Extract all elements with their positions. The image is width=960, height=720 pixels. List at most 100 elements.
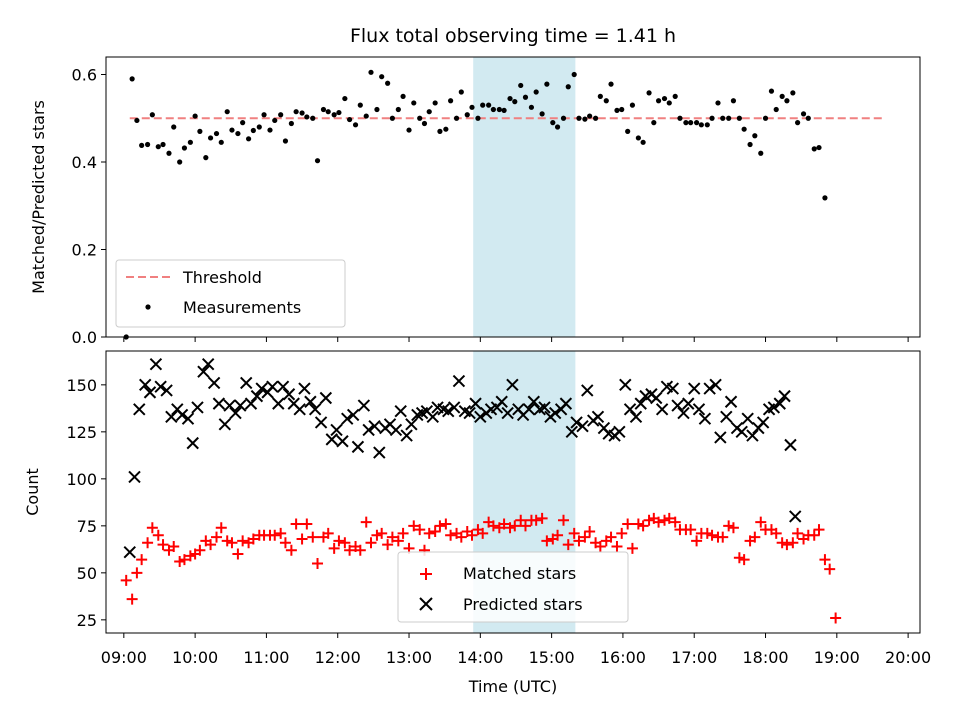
- matched-point: [354, 544, 366, 556]
- matched-point: [307, 531, 319, 543]
- matched-point: [376, 527, 388, 539]
- measurement-point: [432, 100, 438, 106]
- x-tick-label: 17:00: [671, 648, 717, 667]
- predicted-point: [634, 397, 647, 410]
- predicted-point: [698, 412, 712, 425]
- predicted-point: [613, 425, 626, 439]
- top-panel: 0.0 0.2 0.4 0.6 Matched/Predicted stars Thr…: [29, 56, 921, 347]
- matched-point: [643, 514, 655, 526]
- measurement-point: [603, 98, 609, 104]
- measurement-point: [758, 150, 764, 156]
- matched-point: [584, 525, 596, 537]
- measurement-point: [325, 109, 331, 115]
- bottom-y-tick-label: 75: [77, 517, 97, 536]
- predicted-point: [223, 399, 236, 412]
- x-tick-label: 20:00: [885, 648, 931, 667]
- matched-point: [717, 531, 729, 543]
- measurement-point: [730, 98, 737, 104]
- measurement-point: [698, 122, 704, 128]
- legend-measurements-label: Measurements: [183, 298, 301, 317]
- matched-point: [312, 557, 324, 569]
- predicted-point: [559, 397, 573, 410]
- measurement-point: [299, 110, 305, 116]
- predicted-point: [154, 380, 167, 393]
- matched-point: [701, 527, 713, 539]
- measurement-point: [129, 76, 135, 82]
- measurement-point: [288, 120, 294, 127]
- measurement-point: [400, 93, 406, 99]
- measurement-point: [666, 100, 672, 106]
- matched-point: [558, 514, 570, 526]
- matched-point: [328, 542, 340, 554]
- measurement-point: [443, 126, 449, 132]
- matched-point: [157, 539, 169, 551]
- matched-point: [237, 535, 249, 547]
- predicted-point: [308, 403, 322, 416]
- measurement-point: [411, 100, 417, 106]
- top-legend-box: [115, 259, 346, 328]
- measurement-point: [762, 115, 769, 121]
- measurement-point: [768, 88, 775, 94]
- predicted-point: [272, 397, 285, 410]
- matched-point: [611, 541, 623, 553]
- measurement-point: [166, 150, 172, 156]
- predicted-point: [201, 357, 215, 371]
- matched-point: [466, 529, 478, 541]
- measurement-point: [421, 120, 428, 127]
- predicted-point: [255, 382, 268, 395]
- measurement-point: [709, 115, 715, 121]
- matched-point: [530, 514, 542, 526]
- measurement-point: [704, 122, 710, 128]
- legend-matched-swatch: [420, 568, 432, 580]
- x-tick-label: 15:00: [529, 648, 575, 667]
- matched-point: [653, 516, 665, 528]
- predicted-point: [143, 386, 157, 399]
- predicted-point: [688, 382, 701, 395]
- matched-point: [275, 527, 287, 539]
- x-tick-label: 19:00: [814, 648, 860, 667]
- predicted-point: [565, 425, 579, 439]
- x-tick-label: 13:00: [386, 648, 432, 667]
- measurement-point: [816, 144, 822, 151]
- predicted-point: [282, 388, 296, 401]
- matched-point: [221, 535, 233, 547]
- measurement-point: [282, 138, 289, 144]
- measurement-point: [229, 127, 235, 133]
- predicted-point: [229, 406, 242, 420]
- matched-point: [770, 527, 782, 539]
- x-tick-label: 11:00: [243, 648, 289, 667]
- top-legend: Threshold Measurements: [115, 259, 346, 328]
- predicted-point: [447, 401, 461, 414]
- predicted-point: [234, 399, 247, 412]
- measurement-point: [512, 99, 518, 105]
- predicted-point: [677, 406, 690, 420]
- top-y-tick-label: 0.6: [72, 66, 97, 85]
- matched-point: [146, 522, 158, 534]
- measurement-point: [426, 109, 432, 115]
- predicted-point: [548, 406, 562, 420]
- predicted-point: [682, 397, 695, 410]
- bottom-y-axis-label: Count: [23, 468, 42, 516]
- measurement-point: [544, 81, 550, 87]
- matched-point: [339, 537, 351, 549]
- top-panel-frame: [105, 56, 921, 338]
- measurement-point: [790, 90, 796, 96]
- predicted-point: [714, 431, 727, 444]
- measurement-point: [207, 135, 214, 141]
- measurement-point: [320, 106, 327, 113]
- measurement-point: [693, 120, 700, 126]
- measurement-point: [160, 141, 166, 148]
- legend-predicted-label: Predicted stars: [463, 595, 583, 614]
- measurement-point: [480, 102, 486, 108]
- predicted-point: [474, 410, 487, 424]
- matched-point: [174, 556, 186, 568]
- measurement-point: [272, 117, 278, 124]
- measurement-point: [496, 106, 502, 113]
- matched-point: [830, 612, 842, 624]
- matched-point: [509, 520, 521, 532]
- measurement-point: [395, 106, 401, 113]
- matched-point: [776, 537, 788, 549]
- top-y-tick-label: 0.2: [72, 241, 97, 260]
- measurement-point: [747, 141, 753, 148]
- matched-point: [637, 520, 649, 532]
